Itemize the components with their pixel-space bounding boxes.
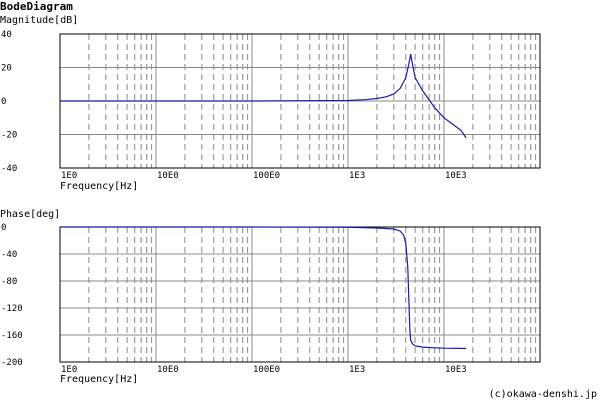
magnitude-xtick-label: 10E0 (157, 171, 179, 181)
magnitude-ytick-label: -40 (1, 164, 17, 174)
magnitude-ylabel: Magnitude[dB] (0, 15, 79, 26)
chart-title: BodeDiagram (0, 0, 73, 13)
credit-text: (c)okawa-denshi.jp (488, 389, 597, 400)
magnitude-xtick-label: 1E3 (349, 171, 365, 181)
magnitude-xtick-label: 100E0 (253, 171, 280, 181)
magnitude-xtick-label: 1E0 (61, 171, 77, 181)
phase-ytick-label: -40 (1, 250, 17, 260)
phase-xtick-label: 1E3 (349, 365, 365, 375)
magnitude-xtick-label: 10E3 (445, 171, 467, 181)
magnitude-xlabel: Frequency[Hz] (60, 181, 139, 192)
phase-xtick-label: 100E0 (253, 365, 280, 375)
phase-frame (59, 226, 541, 363)
magnitude-trace (60, 53, 467, 139)
phase-xtick-label: 1E0 (61, 365, 77, 375)
phase-ylabel: Phase[deg] (0, 209, 61, 220)
magnitude-ytick-label: 0 (1, 97, 6, 107)
phase-ytick-label: 0 (1, 223, 6, 233)
phase-ytick-label: -200 (1, 358, 23, 368)
phase-ytick-label: -160 (1, 331, 23, 341)
phase-ytick-label: -120 (1, 304, 23, 314)
magnitude-ytick-label: 40 (1, 30, 12, 40)
phase-ytick-label: -80 (1, 277, 17, 287)
phase-xtick-label: 10E0 (157, 365, 179, 375)
phase-xtick-label: 10E3 (445, 365, 467, 375)
phase-xlabel: Frequency[Hz] (60, 374, 139, 385)
phase-trace (60, 226, 467, 350)
magnitude-ytick-label: -20 (1, 131, 17, 141)
magnitude-ytick-label: 20 (1, 64, 12, 74)
